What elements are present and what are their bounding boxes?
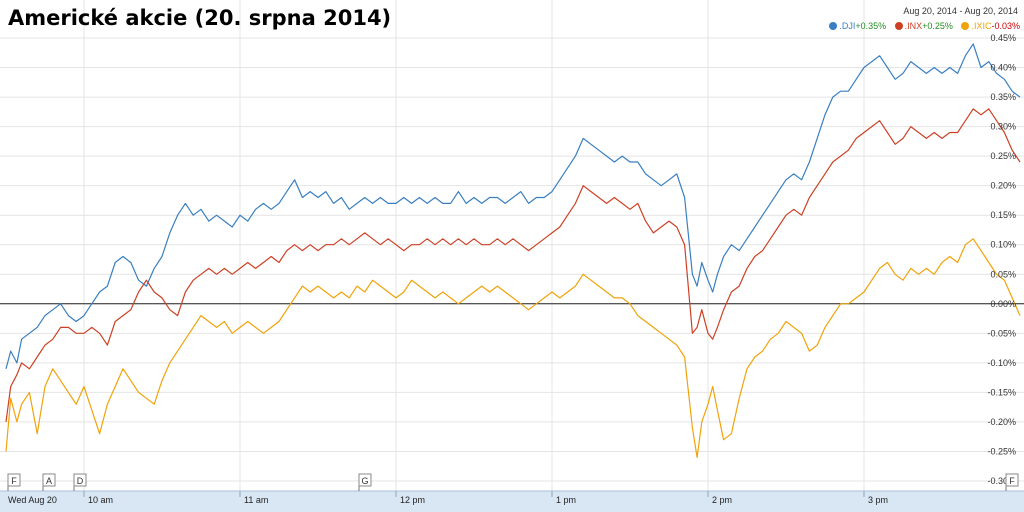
news-flag[interactable]: D — [73, 473, 87, 491]
y-tick-label: 0.20% — [990, 181, 1016, 191]
chart-title: Americké akcie (20. srpna 2014) — [8, 6, 392, 30]
legend-dot-inx-icon — [894, 22, 903, 30]
flag-box — [42, 473, 56, 487]
x-tick-label: 12 pm — [400, 495, 425, 505]
x-tick-label: 2 pm — [712, 495, 732, 505]
series-layer — [5, 43, 1021, 458]
series-line-inx[interactable] — [5, 108, 1021, 422]
time-axis-bar — [0, 491, 1024, 512]
y-tick-label: 0.10% — [990, 240, 1016, 250]
y-tick-label: 0.00% — [990, 299, 1016, 309]
y-tick-label: 0.30% — [990, 122, 1016, 132]
flag-box — [1005, 473, 1019, 487]
legend-dot-ixic-icon — [961, 22, 970, 30]
flag-label: F — [1009, 476, 1015, 486]
flag-label: F — [11, 476, 17, 486]
flag-label: G — [361, 476, 368, 486]
y-tick-label: 0.45% — [990, 33, 1016, 43]
chart-grid — [0, 0, 1024, 491]
legend-dot-dji-icon — [829, 22, 838, 30]
news-flag[interactable]: G — [358, 473, 372, 491]
y-tick-label: -0.15% — [987, 387, 1016, 397]
x-axis-labels: Wed Aug 20 10 am 11 am 12 pm 1 pm 2 pm 3 pm — [8, 491, 888, 505]
x-tick-label: 1 pm — [556, 495, 576, 505]
legend-symbol: .DJI — [839, 21, 856, 31]
flag-box — [7, 473, 21, 487]
x-tick-label: 11 am — [244, 495, 268, 505]
legend-item-dji[interactable]: .DJI+0.35% — [829, 21, 886, 31]
legend-item-inx[interactable]: .INX+0.25% — [894, 21, 953, 31]
legend-change: -0.03% — [991, 21, 1020, 31]
x-tick-label: 10 am — [88, 495, 113, 505]
x-tick-label: Wed Aug 20 — [8, 495, 57, 505]
legend-symbol: .INX — [904, 21, 923, 31]
y-tick-label: -0.20% — [987, 417, 1016, 427]
y-tick-label: -0.25% — [987, 446, 1016, 456]
y-tick-label: -0.30% — [987, 476, 1016, 486]
x-tick-label: 3 pm — [868, 495, 888, 505]
flag-label: D — [77, 476, 84, 486]
flag-label: A — [46, 476, 52, 486]
legend-symbol: .IXIC — [971, 21, 992, 31]
y-tick-label: 0.40% — [990, 63, 1016, 73]
flag-box — [73, 473, 87, 487]
series-line-ixic[interactable] — [5, 238, 1021, 458]
series-line-dji[interactable] — [5, 43, 1021, 369]
y-tick-label: -0.10% — [987, 358, 1016, 368]
news-flag[interactable]: F — [7, 473, 21, 491]
legend-change: +0.25% — [922, 21, 953, 31]
y-tick-label: 0.35% — [990, 92, 1016, 102]
y-tick-label: 0.25% — [990, 151, 1016, 161]
y-tick-label: 0.15% — [990, 210, 1016, 220]
legend-change: +0.35% — [855, 21, 887, 31]
date-range[interactable]: Aug 20, 2014 - Aug 20, 2014 — [903, 6, 1018, 16]
flag-box — [358, 473, 372, 487]
news-flag[interactable]: A — [42, 473, 56, 491]
y-axis-labels: 0.45% 0.40% 0.35% 0.30% 0.25% 0.20% 0.15% 0.10%… — [987, 33, 1016, 486]
y-tick-label: 0.05% — [990, 269, 1016, 279]
y-tick-label: -0.05% — [987, 328, 1016, 338]
legend: .DJI+0.35% .INX+0.25% .IXIC-0.03% — [823, 21, 1020, 31]
legend-item-ixic[interactable]: .IXIC-0.03% — [961, 21, 1020, 31]
news-flag[interactable]: F — [1005, 473, 1019, 491]
